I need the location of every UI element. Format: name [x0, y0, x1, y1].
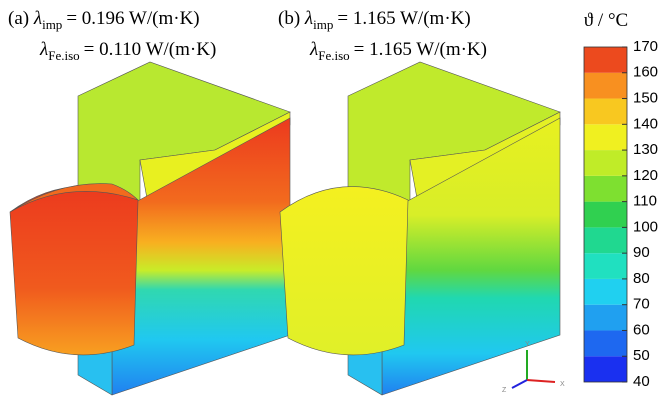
subscript: Fe.iso — [48, 48, 79, 63]
panel-caption: λFe.iso = 1.165 W/(m·K) — [309, 39, 487, 63]
colorbar-band — [584, 124, 627, 150]
model-b — [280, 62, 560, 395]
colorbar-tick-label: 110 — [633, 193, 657, 210]
panel-label: (b) — [278, 8, 300, 29]
colorbar-band — [584, 253, 627, 279]
colorbar-tick-label: 50 — [633, 347, 650, 364]
colorbar-tick-label: 40 — [633, 373, 650, 390]
colorbar-title: ϑ / °C — [584, 10, 628, 31]
model-a — [10, 62, 290, 395]
colorbar-band — [584, 176, 627, 202]
colorbar-band — [584, 305, 627, 331]
subscript: Fe.iso — [318, 48, 349, 63]
figure: Y Z X ϑ / °C (a) λimp= 0.196 W/(m·K)λFe.… — [0, 0, 659, 404]
colorbar-tick-label: 60 — [633, 321, 650, 338]
triad-y: Y — [525, 341, 530, 348]
equation: = 1.165 W/(m·K) — [337, 8, 470, 29]
subscript: imp — [313, 17, 333, 32]
colorbar-band — [584, 202, 627, 228]
subscript: imp — [42, 17, 62, 32]
symbol: λ — [39, 39, 48, 60]
symbol: λ — [304, 8, 313, 29]
colorbar-tick-label: 100 — [633, 218, 658, 235]
panel-label: (a) — [8, 8, 29, 29]
colorbar-band — [584, 73, 627, 99]
symbol: λ — [33, 8, 42, 29]
colorbar-band — [584, 279, 627, 305]
panel-caption: (a) λimp = 0.196 W/(m·K) — [8, 8, 200, 32]
colorbar-band — [584, 330, 627, 356]
colorbar-tick-label: 120 — [633, 167, 658, 184]
symbol: λ — [309, 39, 318, 60]
colorbar-band — [584, 227, 627, 253]
colorbar-band — [584, 150, 627, 176]
colorbar-tick-label: 70 — [633, 296, 650, 313]
colorbar-band — [584, 356, 627, 382]
colorbar-tick-label: 150 — [633, 90, 658, 107]
equation: = 0.110 W/(m·K) — [84, 39, 217, 60]
colorbar-tick-label: 140 — [633, 115, 658, 132]
colorbar-tick-label: 170 — [633, 38, 658, 55]
triad-z: Z — [502, 387, 507, 394]
colorbar-band — [584, 99, 627, 125]
colorbar-band — [584, 47, 627, 73]
panel-caption: λFe.iso = 0.110 W/(m·K) — [39, 39, 216, 63]
colorbar-tick-label: 90 — [633, 244, 650, 261]
triad-x: X — [560, 381, 565, 388]
colorbar-tick-label: 160 — [633, 64, 658, 81]
equation: = 1.165 W/(m·K) — [354, 39, 487, 60]
equation: = 0.196 W/(m·K) — [66, 8, 199, 29]
colorbar-tick-label: 130 — [633, 141, 658, 158]
colorbar-tick-label: 80 — [633, 270, 650, 287]
panel-caption: (b) λimp = 1.165 W/(m·K) — [278, 8, 471, 32]
